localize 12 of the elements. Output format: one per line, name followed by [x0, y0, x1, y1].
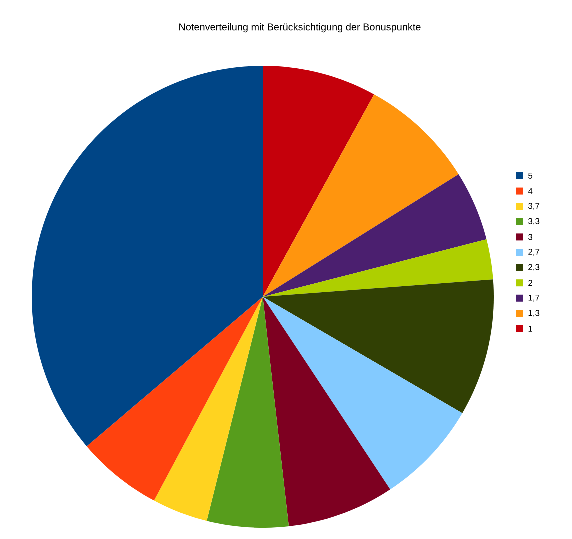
legend-label: 3,3 — [528, 218, 540, 226]
legend-label: 1 — [528, 326, 533, 332]
legend-label: 1,3 — [528, 310, 540, 318]
legend-label: 5 — [528, 173, 533, 179]
legend-label: 2,3 — [528, 264, 540, 272]
legend-label: 3 — [528, 234, 533, 240]
legend-label: 4 — [528, 188, 533, 194]
chart-title: Notenverteilung mit Berücksichtigung der Bonuspunkte — [180, 23, 421, 33]
legend-label: 1,7 — [528, 294, 540, 302]
legend-label: 2,7 — [528, 249, 540, 256]
legend-label: 3,7 — [528, 203, 540, 210]
legend-label: 2 — [528, 280, 532, 286]
